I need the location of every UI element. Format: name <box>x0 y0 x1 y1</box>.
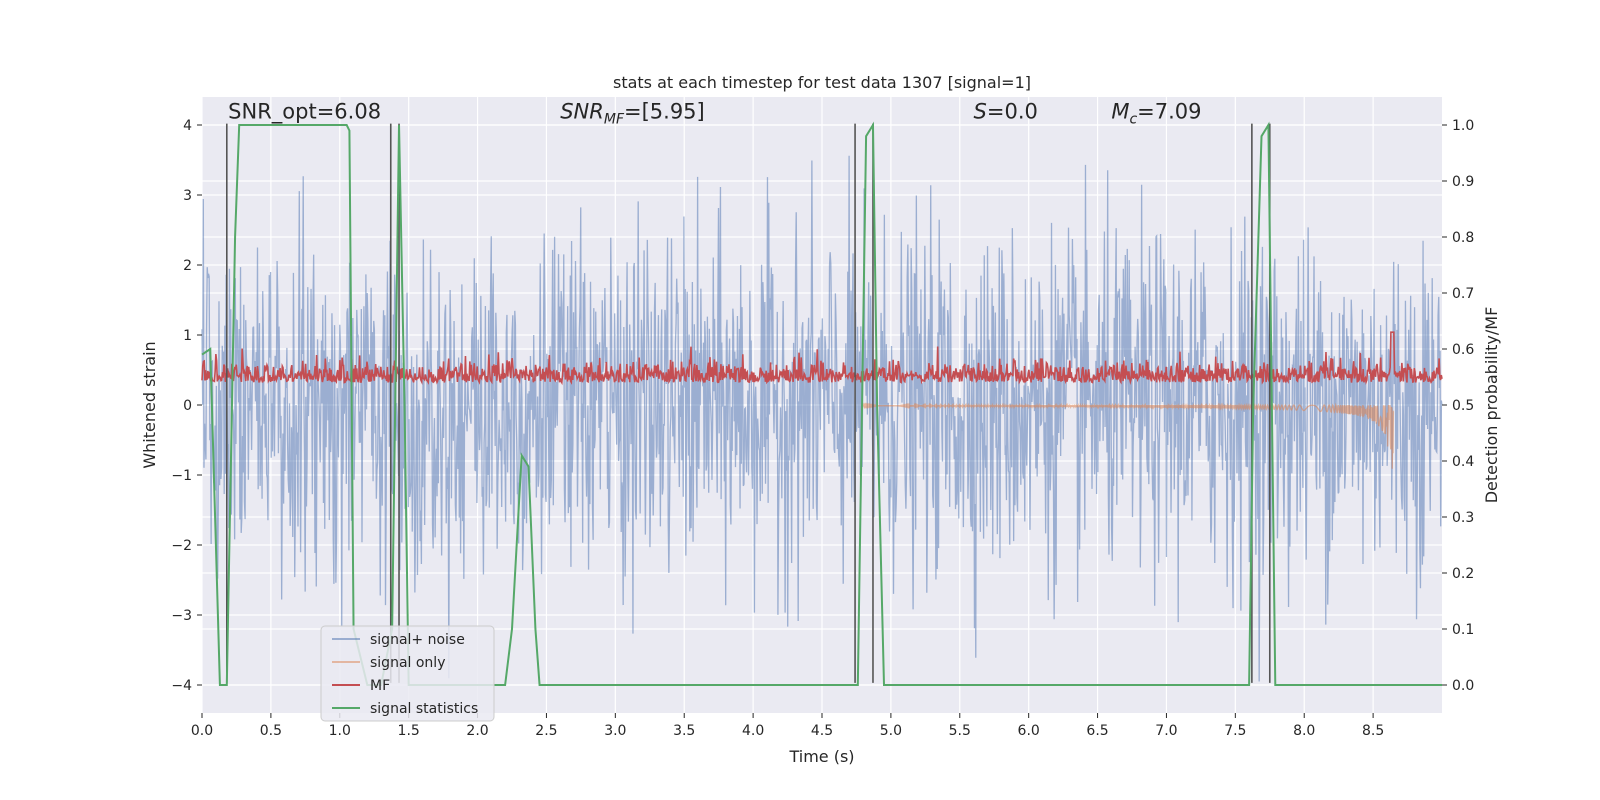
y2-axis-label: Detection probability/MF <box>1482 307 1501 504</box>
x-tick-label: 5.0 <box>880 723 902 739</box>
y-tick-label: 4 <box>183 118 192 134</box>
x-tick-label: 3.5 <box>673 723 695 739</box>
x-tick-label: 2.0 <box>466 723 488 739</box>
x-ticks: 0.0 0.5 1.0 1.5 2.0 2.5 3.0 3.5 4.0 4.5 5.0 5.5 6.0 6… <box>191 713 1384 739</box>
x-tick-label: 0.0 <box>191 723 213 739</box>
legend-label-stat: signal statistics <box>370 701 478 717</box>
y-tick-label: 2 <box>183 258 192 274</box>
y-tick-label: −4 <box>171 678 192 694</box>
x-tick-label: 5.5 <box>949 723 971 739</box>
signal-only-series <box>862 402 1395 469</box>
annotation-text: SNR_opt=6.08 <box>228 100 381 125</box>
y-tick-label: −3 <box>171 608 192 624</box>
x-tick-label: 8.0 <box>1293 723 1315 739</box>
y-axis-label: Whitened strain <box>140 341 159 468</box>
y2-tick-label: 0.5 <box>1452 398 1474 414</box>
x-tick-label: 1.5 <box>398 723 420 739</box>
chirp-line <box>862 402 1395 469</box>
x-tick-label: 6.0 <box>1018 723 1040 739</box>
annotations: SNR_opt=6.08 SNRMF=[5.95] S=0.0 Mc=7.09 <box>228 100 1201 128</box>
y2-tick-label: 0.0 <box>1452 678 1474 694</box>
signal-noise-series <box>201 155 1443 682</box>
y2-ticks: 1.0 0.9 0.8 0.7 0.6 0.5 0.4 0.3 0.2 0.1 0.0 <box>1442 118 1474 694</box>
y2-tick-label: 0.1 <box>1452 622 1474 638</box>
detection-markers <box>226 123 1271 683</box>
y-tick-label: 3 <box>183 188 192 204</box>
legend-label-mf: MF <box>370 678 390 694</box>
y2-tick-label: 0.6 <box>1452 342 1474 358</box>
y2-tick-label: 0.7 <box>1452 286 1474 302</box>
y2-tick-label: 0.8 <box>1452 230 1474 246</box>
x-tick-label: 4.0 <box>742 723 764 739</box>
x-axis-label: Time (s) <box>788 747 854 766</box>
signal-statistics-series <box>201 121 1442 686</box>
annotation-text: Mc=7.09 <box>1111 100 1201 128</box>
chart-title: stats at each timestep for test data 130… <box>613 73 1031 92</box>
legend: signal+ noise signal only MF signal stat… <box>320 625 495 722</box>
annotation-text: S=0.0 <box>974 100 1038 124</box>
x-tick-label: 7.0 <box>1155 723 1177 739</box>
x-tick-label: 6.5 <box>1086 723 1108 739</box>
x-tick-label: 4.5 <box>811 723 833 739</box>
y2-tick-label: 0.4 <box>1452 454 1474 470</box>
y2-tick-label: 0.2 <box>1452 566 1474 582</box>
y-ticks: 4 3 2 1 0 −1 −2 −3 −4 <box>171 118 202 694</box>
mf-line <box>201 331 1443 386</box>
y2-tick-label: 1.0 <box>1452 118 1474 134</box>
x-tick-label: 1.0 <box>329 723 351 739</box>
y-tick-label: −2 <box>171 538 192 554</box>
y2-tick-label: 0.3 <box>1452 510 1474 526</box>
y-tick-label: −1 <box>171 468 192 484</box>
noise-line <box>201 155 1443 682</box>
legend-label-noise: signal+ noise <box>370 632 465 648</box>
stat-line <box>201 121 1442 686</box>
x-tick-label: 3.0 <box>604 723 626 739</box>
mf-series <box>201 331 1443 386</box>
x-tick-label: 8.5 <box>1362 723 1384 739</box>
x-tick-label: 7.5 <box>1224 723 1246 739</box>
y-tick-label: 1 <box>183 328 192 344</box>
annotation-text: SNRMF=[5.95] <box>560 100 705 128</box>
x-tick-label: 2.5 <box>535 723 557 739</box>
y2-tick-label: 0.9 <box>1452 174 1474 190</box>
y-tick-label: 0 <box>183 398 192 414</box>
x-tick-label: 0.5 <box>260 723 282 739</box>
legend-label-signal: signal only <box>370 655 445 671</box>
legend-box <box>320 625 495 722</box>
